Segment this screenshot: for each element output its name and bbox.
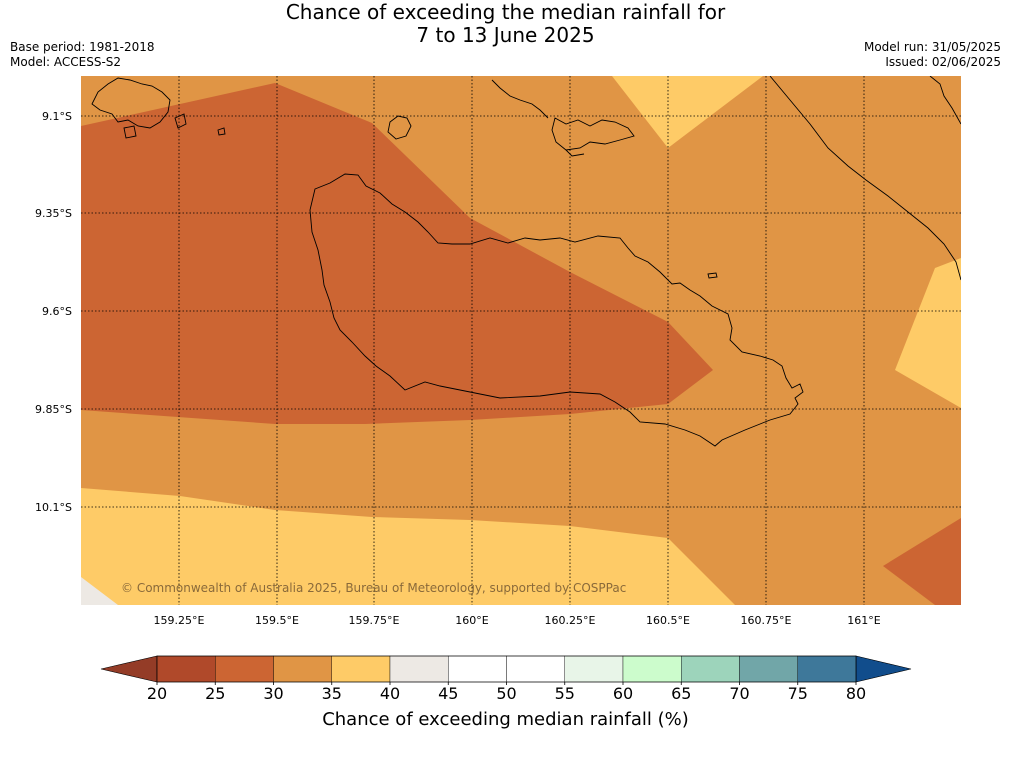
meta-left: Base period: 1981-2018 Model: ACCESS-S2	[10, 40, 155, 70]
colorbar-segment	[215, 655, 274, 683]
colorbar-tick-label: 40	[380, 684, 400, 703]
colorbar-segment	[331, 655, 391, 683]
colorbar-tick-label: 20	[147, 684, 167, 703]
longitude-labels: 159.25°E 159.5°E 159.75°E 160°E 160.25°E 160.…	[154, 614, 881, 627]
colorbar-segment	[681, 655, 740, 683]
latitude-label: 9.35°S	[35, 207, 72, 220]
longitude-label: 161°E	[847, 614, 880, 627]
chart-title-line2: 7 to 13 June 2025	[416, 23, 595, 47]
malaita-coastline	[769, 76, 961, 281]
colorbar-tick-label: 50	[496, 684, 516, 703]
chart-title-line1: Chance of exceeding the median rainfall …	[285, 0, 726, 24]
russell-islands-coastline	[91, 77, 171, 129]
latitude-label: 10.1°S	[35, 501, 72, 514]
longitude-label: 159.25°E	[154, 614, 205, 627]
nggela-west-coastline	[491, 79, 549, 119]
colorbar-tick-label: 35	[322, 684, 342, 703]
colorbar-segment	[389, 655, 449, 683]
nggela-islands-coastline	[551, 117, 635, 151]
colorbar-tick-label: 70	[729, 684, 749, 703]
model-text: Model: ACCESS-S2	[10, 55, 122, 69]
longitude-label: 160.75°E	[741, 614, 792, 627]
category-35-40-area-east	[895, 258, 961, 408]
nggela-south-coastline	[565, 149, 585, 157]
colorbar-segment	[564, 655, 624, 683]
colorbar-segment	[797, 655, 857, 683]
colorbar-tick-label: 30	[263, 684, 283, 703]
colorbar-segment	[273, 655, 332, 683]
malaita-north-coastline	[929, 76, 961, 125]
colorbar-tick-label: 55	[555, 684, 575, 703]
longitude-label: 160.25°E	[545, 614, 596, 627]
colorbar-tick-label: 80	[846, 684, 866, 703]
colorbar-label: Chance of exceeding median rainfall (%)	[322, 709, 689, 730]
category-35-40-area-north	[612, 76, 763, 148]
islet-east	[707, 272, 718, 279]
latitude-label: 9.85°S	[35, 403, 72, 416]
category-25-30-area-se	[883, 518, 961, 605]
russell-islet-3	[217, 127, 226, 136]
colorbar-over-arrow	[855, 655, 912, 683]
category-25-30-area	[81, 83, 713, 424]
guadalcanal-coastline	[309, 173, 804, 447]
meta-right: Model run: 31/05/2025 Issued: 02/06/2025	[864, 40, 1001, 70]
colorbar-segment	[156, 655, 216, 683]
longitude-label: 159.5°E	[255, 614, 299, 627]
category-35-40-area-south	[81, 488, 735, 605]
colorbar-tick-label: 45	[438, 684, 458, 703]
colorbar-segment	[506, 655, 565, 683]
latitude-label: 9.1°S	[42, 110, 72, 123]
latitude-label: 9.6°S	[42, 305, 72, 318]
colorbar: 20 25 30 35 40 45 50 55 60 65 70 75 80	[100, 655, 912, 703]
longitude-label: 159.75°E	[349, 614, 400, 627]
coastlines	[91, 76, 961, 447]
colorbar-tick-label: 75	[788, 684, 808, 703]
latitude-labels: 9.1°S 9.35°S 9.6°S 9.85°S 10.1°S	[35, 110, 72, 514]
russell-islet-2	[174, 113, 187, 129]
colorbar-tick-label: 65	[671, 684, 691, 703]
model-run-text: Model run: 31/05/2025	[863, 40, 1001, 54]
graticule	[81, 76, 961, 605]
longitude-label: 160.5°E	[646, 614, 690, 627]
longitude-label: 160°E	[455, 614, 488, 627]
colorbar-segment	[622, 655, 682, 683]
category-40-45-area	[81, 577, 118, 605]
colorbar-segment	[448, 655, 507, 683]
russell-islet-1	[123, 125, 137, 139]
colorbar-tick-label: 25	[205, 684, 225, 703]
copyright-notice: © Commonwealth of Australia 2025, Bureau…	[121, 581, 626, 595]
colorbar-segment	[739, 655, 798, 683]
issued-text: Issued: 02/06/2025	[885, 55, 1001, 69]
map-panel	[81, 76, 961, 605]
colorbar-tick-label: 60	[613, 684, 633, 703]
base-period-text: Base period: 1981-2018	[10, 40, 155, 54]
colorbar-under-arrow	[100, 655, 158, 683]
